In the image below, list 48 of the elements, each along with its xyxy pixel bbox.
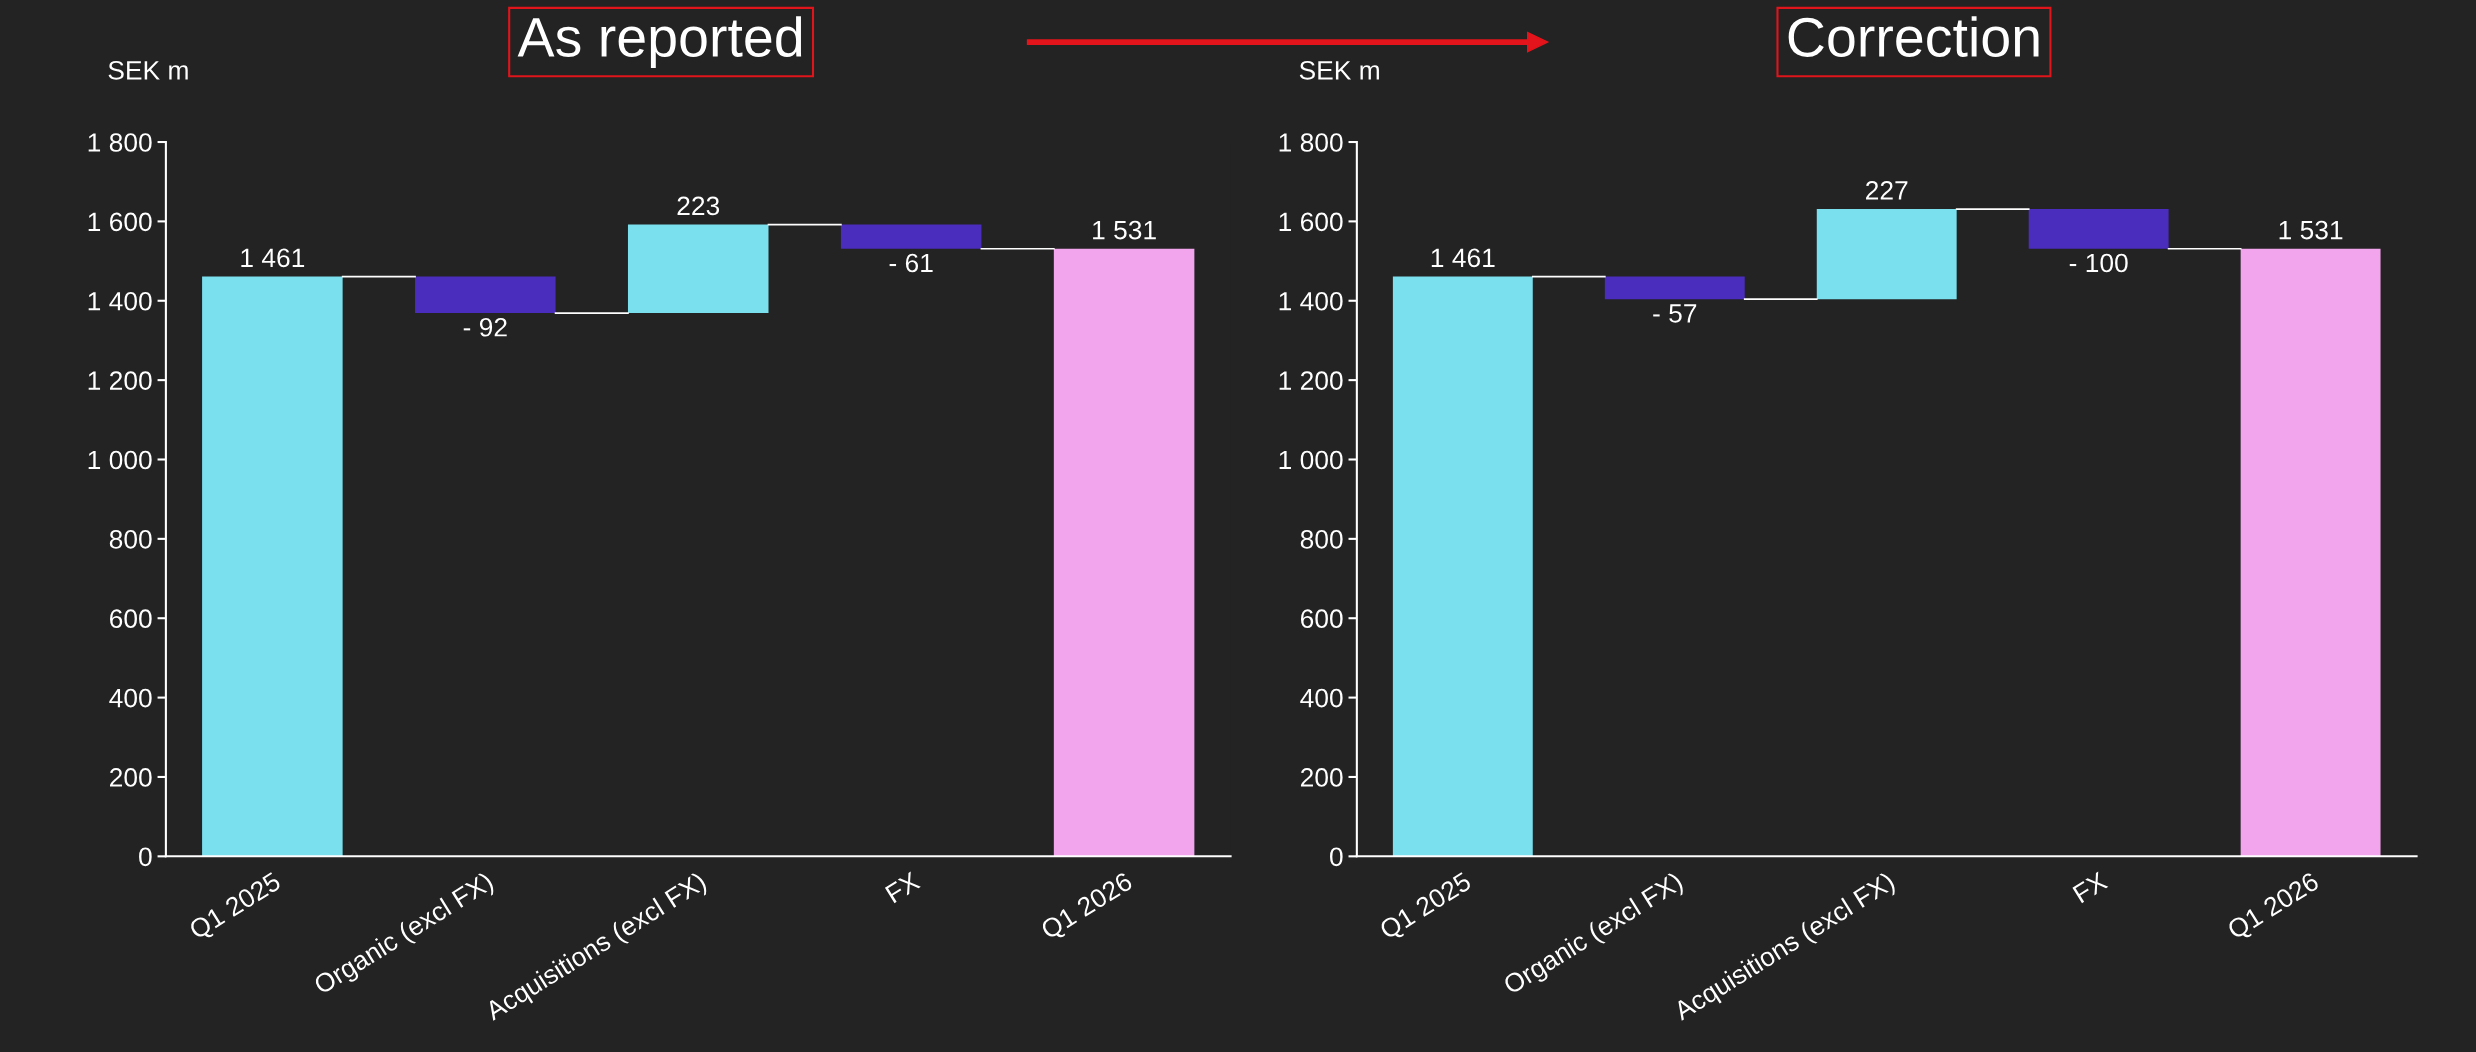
y-tick-label: 800 — [1300, 529, 1343, 549]
y-tick-label: 1 000 — [88, 450, 152, 470]
bar — [415, 276, 556, 314]
bar — [1816, 209, 1957, 300]
x-tick-label: FX — [884, 871, 921, 904]
data-label: - 92 — [463, 317, 507, 337]
data-label: - 57 — [1653, 304, 1697, 323]
x-tick-label: FX — [2072, 871, 2109, 904]
y-tick-label: 400 — [1300, 688, 1343, 708]
y-tick-label: 1 000 — [1279, 450, 1343, 470]
bar — [1392, 276, 1533, 857]
y-tick-label: 800 — [109, 529, 152, 549]
y-tick-label: 1 400 — [1279, 291, 1343, 311]
data-label: 1 461 — [1431, 248, 1495, 268]
y-tick-label: 1 200 — [1279, 371, 1343, 390]
bar — [840, 224, 982, 249]
chart-title: Correction — [1788, 16, 2039, 57]
bar — [627, 224, 769, 314]
y-tick-label: 1 800 — [88, 133, 152, 152]
x-tick-label: Q1 2026 — [2226, 871, 2323, 944]
data-label: - 61 — [889, 253, 933, 273]
y-tick-label: 600 — [1300, 609, 1343, 629]
y-tick-label: 0 — [139, 847, 152, 867]
data-label: 1 461 — [241, 248, 305, 268]
y-tick-label: 400 — [109, 688, 152, 708]
x-tick-label: Q1 2026 — [1039, 871, 1136, 944]
y-tick-label: 600 — [110, 609, 152, 629]
y-tick-label: 1 400 — [88, 291, 152, 311]
y-tick-label: 1 200 — [88, 371, 152, 390]
bar — [202, 276, 343, 857]
y-tick-label: 200 — [110, 768, 152, 787]
data-label: - 100 — [2069, 253, 2128, 273]
chart-title: As reported — [517, 16, 802, 68]
y-tick-label: 1 600 — [88, 212, 152, 232]
y-tick-label: 0 — [1330, 847, 1343, 867]
data-label: 227 — [1866, 181, 1908, 200]
bar — [1053, 248, 1195, 857]
y-axis-title: SEK m — [1299, 60, 1379, 80]
data-label: 1 531 — [2279, 220, 2343, 240]
y-axis-title: SEK m — [108, 60, 188, 80]
bar — [2240, 248, 2381, 857]
bar — [1604, 276, 1745, 300]
y-tick-label: 200 — [1300, 768, 1343, 787]
y-tick-label: 1 600 — [1279, 212, 1343, 232]
data-label: 223 — [677, 196, 720, 216]
y-tick-label: 1 800 — [1279, 133, 1343, 152]
bar — [2028, 209, 2169, 249]
data-label: 1 531 — [1093, 220, 1156, 240]
